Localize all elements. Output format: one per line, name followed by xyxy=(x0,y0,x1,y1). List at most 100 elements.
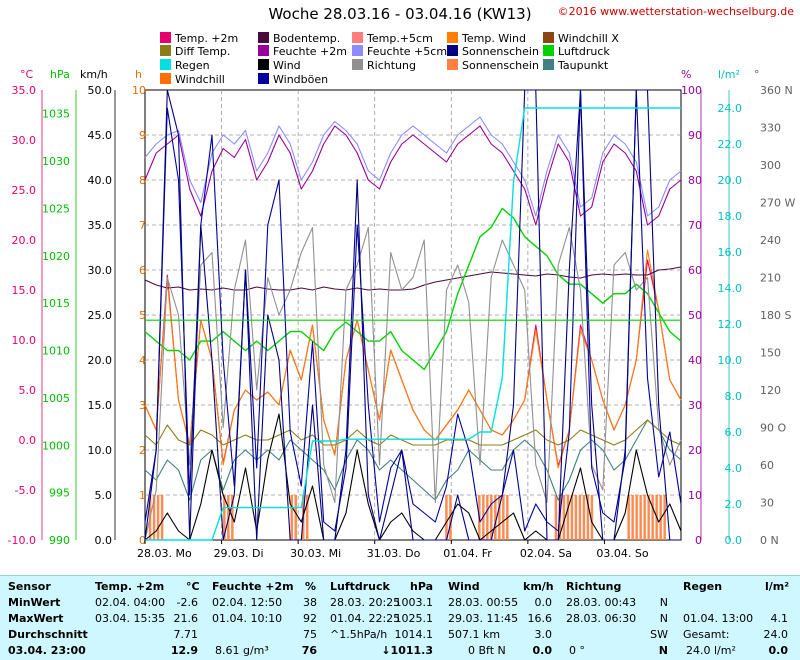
humidity-axis-tick-label: 30 xyxy=(688,399,702,412)
legend-label: Richtung xyxy=(367,59,416,72)
rain-axis-tick-label: 8.0 xyxy=(725,390,743,403)
sun-bar xyxy=(582,495,586,540)
sun-bar xyxy=(627,495,630,540)
legend-label: Regen xyxy=(175,59,210,72)
rain-axis-tick-label: 12.0 xyxy=(718,318,743,331)
humidity-value: 38 xyxy=(303,596,317,609)
humidity-axis-tick-label: 50 xyxy=(688,309,702,322)
sun-bar xyxy=(586,495,590,540)
sun-axis-tick-label: 9 xyxy=(139,129,146,142)
humidity-axis-tick-label: 40 xyxy=(688,354,702,367)
legend-label: Bodentemp. xyxy=(273,32,341,45)
pressure-axis-tick-label: 1005 xyxy=(42,392,70,405)
legend-item: Sonnenschein xyxy=(447,59,539,72)
temp-axis-tick-label: -5.0 xyxy=(15,484,36,497)
sun-bar xyxy=(449,495,452,540)
legend-swatch xyxy=(258,32,269,43)
legend-swatch xyxy=(160,45,171,56)
x-tick-label: 01.04. Fr xyxy=(443,547,492,560)
direction-time: 28.03. 06:30 xyxy=(566,612,637,625)
header-rain-unit: l/m² xyxy=(765,580,790,593)
legend-swatch xyxy=(258,45,269,56)
sun-bar xyxy=(643,495,646,540)
header-temp: Temp. +2m xyxy=(95,580,165,593)
series-line-taupunkt xyxy=(144,419,682,501)
temp-axis-tick-label: 35.0 xyxy=(12,84,37,97)
sun-bar xyxy=(223,495,226,540)
legend-swatch xyxy=(447,32,458,43)
humidity-axis-tick-label: 10 xyxy=(688,489,702,502)
sun-axis-tick-label: 0 xyxy=(139,534,146,547)
wind-axis-tick-label: 5.0 xyxy=(95,489,113,502)
header-pressure: Luftdruck xyxy=(330,580,390,593)
legend-label: Feuchte +2m xyxy=(273,45,347,58)
row-label: MinWert xyxy=(8,596,61,609)
x-tick-label: 02.04. Sa xyxy=(520,547,572,560)
legend-swatch xyxy=(543,32,554,43)
legend-label: Diff Temp. xyxy=(175,45,231,58)
wind-axis-tick-label: 50.0 xyxy=(88,84,113,97)
rain-time: 01.04. 13:00 xyxy=(683,612,754,625)
pressure-value: 1014.1 xyxy=(394,628,434,641)
sun-bar xyxy=(294,495,297,540)
humidity-axis-tick-label: 100 xyxy=(681,84,702,97)
humidity-value: 75 xyxy=(303,628,317,641)
legend-swatch xyxy=(160,73,171,84)
pressure-axis-tick-label: 1000 xyxy=(42,439,70,452)
wind-time: 29.03. 11:45 xyxy=(448,612,519,625)
legend-swatch xyxy=(352,45,363,56)
direction-axis-tick-label: 330 xyxy=(760,122,781,135)
wind-axis-tick-label: 20.0 xyxy=(88,354,113,367)
series-line-windb-en xyxy=(144,89,682,532)
temp-time: 02.04. 04:00 xyxy=(95,596,166,609)
sun-axis-tick-label: 10 xyxy=(132,84,146,97)
stats-table: Sensor Temp. +2m °C Feuchte +2m % Luftdr… xyxy=(0,575,800,660)
wind-axis-tick-label: 35.0 xyxy=(88,219,113,232)
copyright[interactable]: ©2016 www.wetterstation-wechselburg.de xyxy=(557,5,794,18)
temp-axis-tick-label: -10.0 xyxy=(8,534,36,547)
direction-value: N xyxy=(659,612,668,625)
sun-bar xyxy=(490,495,493,540)
sun-bar xyxy=(631,495,634,540)
sun-bar xyxy=(486,495,489,540)
humidity-axis-tick-label: 60 xyxy=(688,264,702,277)
legend-item: Temp. Wind xyxy=(447,32,526,45)
series-line-wind xyxy=(144,413,682,541)
pressure-axis-tick-label: 1010 xyxy=(42,345,70,358)
header-rain: Regen xyxy=(683,580,723,593)
humidity-axis-tick-label: 90 xyxy=(688,129,702,142)
humidity-axis-tick-label: 80 xyxy=(688,174,702,187)
pressure-axis-tick-label: 1020 xyxy=(42,250,70,263)
legend-label: Windböen xyxy=(273,73,329,86)
temp-axis-tick-label: 15.0 xyxy=(12,284,37,297)
rain-axis-tick-label: 2.0 xyxy=(725,498,743,511)
legend-item: Windchill X xyxy=(543,32,619,45)
legend-item: Windchill xyxy=(160,73,225,86)
rain-axis-tick-label: 16.0 xyxy=(718,246,743,259)
legend-label: Windchill X xyxy=(558,32,619,45)
rain-axis-tick-label: 22.0 xyxy=(718,138,743,151)
sun-bar xyxy=(502,495,505,540)
legend-label: Temp. Wind xyxy=(462,32,526,45)
sun-bar xyxy=(554,495,558,540)
legend-label: Luftdruck xyxy=(558,45,610,58)
rain-axis-unit: l/m² xyxy=(718,68,740,81)
temp-time: 03.04. 15:35 xyxy=(95,612,166,625)
current-rain: 0.0 xyxy=(768,644,789,657)
current-humidity: 76 xyxy=(301,644,317,657)
current-direction-degrees: 0 ° xyxy=(569,644,585,657)
sun-bar xyxy=(290,495,293,540)
legend-item: Feuchte +2m xyxy=(258,45,347,58)
legend-swatch xyxy=(447,59,458,70)
rain-axis-tick-label: 18.0 xyxy=(718,210,743,223)
rain-axis-tick-label: 14.0 xyxy=(718,282,743,295)
legend-item: Sonnenschein xyxy=(447,45,539,58)
temp-axis-tick-label: 30.0 xyxy=(12,134,37,147)
wind-axis-tick-label: 10.0 xyxy=(88,444,113,457)
direction-axis-tick-label: 270 W xyxy=(760,197,795,210)
direction-axis-tick-label: 300 xyxy=(760,159,781,172)
rain-axis-tick-label: 6.0 xyxy=(725,426,743,439)
temp-value: 7.71 xyxy=(173,628,199,641)
wind-time: 28.03. 00:55 xyxy=(448,596,519,609)
legend-swatch xyxy=(352,59,363,70)
